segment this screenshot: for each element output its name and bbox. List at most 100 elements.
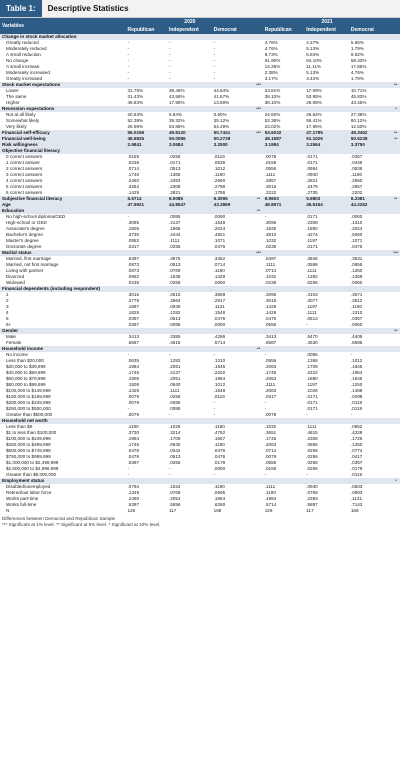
value-cell	[348, 478, 392, 484]
row-label: Household net worth	[0, 418, 126, 424]
value-cell: .1905	[127, 376, 140, 381]
value-cell: -	[350, 412, 353, 417]
table-row: Female .6587 .4615 .5714 .6587 .4530 .5595	[0, 340, 400, 346]
value-cell: .1786	[213, 190, 226, 195]
section-row: Employment status *	[0, 478, 400, 484]
value-cell: .0855	[306, 442, 318, 447]
value-cell: .5714	[264, 502, 277, 507]
section-row: Gender **	[0, 328, 400, 334]
value-cell: .0556	[264, 322, 277, 327]
footnote-differences: Differences between Democrat and Republi…	[2, 516, 116, 521]
value-cell: .0952	[127, 238, 140, 243]
value-cell	[211, 346, 255, 352]
value-cell	[348, 250, 392, 256]
value-cell: .1190	[127, 424, 139, 429]
value-cell: -	[168, 472, 171, 477]
value-cell: .0256	[306, 454, 318, 459]
table-row: $1 to less than $100,000 .3730 .3214 .4762.…	[0, 430, 400, 436]
value-cell: 38.10%	[264, 100, 281, 105]
value-cell: .0256	[168, 280, 181, 285]
value-cell: .1250	[350, 382, 363, 387]
value-cell: .1032	[264, 274, 277, 279]
value-cell: .0714	[264, 448, 277, 453]
table-row: Disabled/unemployed .0794 .1624 .1190 .1111.…	[0, 484, 400, 490]
value-cell: .1190	[213, 484, 225, 489]
value-cell: 168	[350, 508, 359, 513]
value-cell: 4.76%	[264, 46, 278, 51]
value-cell	[211, 328, 255, 334]
row-label: 5 correct answers	[6, 184, 43, 189]
significance-marker	[254, 328, 263, 334]
section-row: Recession expectations *** *	[0, 106, 400, 112]
significance-marker: **	[254, 346, 263, 352]
value-cell: .5397	[264, 256, 277, 261]
value-cell: .1746	[264, 370, 277, 375]
row-label: $40,000 to $59,999	[6, 370, 46, 375]
table-row: $200,000 to $249,999 .0079 .0085 - - .0171 .01…	[0, 400, 400, 406]
table-row: $80,000 to $99,999 .1508 .0940 .1012 .1111 .1…	[0, 382, 400, 388]
value-cell: .3869	[213, 292, 226, 297]
value-cell: 56.41%	[306, 118, 322, 123]
value-cell: -	[264, 472, 267, 477]
value-cell: -	[127, 46, 130, 51]
value-cell: 50.7441	[211, 130, 255, 136]
table-row: A small reduction - - - 8.73% 6.84% 9.52%	[0, 52, 400, 58]
value-cell: 4.27%	[306, 40, 320, 45]
value-cell: .0119	[350, 472, 363, 477]
value-cell	[125, 34, 167, 40]
value-cell: .3571	[350, 292, 363, 297]
row-label: Greater than $500,000	[6, 412, 53, 417]
value-cell: -	[350, 352, 353, 357]
value-cell: .0085	[306, 352, 318, 357]
value-cell	[166, 328, 212, 334]
row-label: Household income	[0, 346, 126, 352]
value-cell: .4405	[350, 334, 363, 339]
value-cell: .1624	[168, 484, 181, 489]
table-row: Not at all likely 20.63% 6.84% 0.60% 24.60% 2…	[0, 112, 400, 118]
value-cell: .4762	[213, 430, 226, 435]
value-cell: .3512	[350, 298, 363, 303]
value-cell: .1310	[350, 310, 363, 315]
row-label: Stock market expectations	[0, 82, 126, 88]
value-cell: 3.3750	[348, 142, 392, 148]
table-label: Table 1:	[0, 0, 42, 17]
row-label: Very likely	[6, 124, 27, 129]
value-cell: .0446	[350, 160, 363, 165]
row-label: Bachelor's degree	[6, 232, 43, 237]
value-cell: .2051	[168, 364, 181, 369]
value-cell: .0342	[168, 448, 181, 453]
value-cell: .0714	[264, 268, 277, 273]
value-cell: .0595	[213, 490, 226, 495]
value-cell	[262, 286, 305, 292]
value-cell: .1012	[213, 166, 226, 171]
value-cell: .0238	[127, 160, 140, 165]
value-cell	[348, 208, 392, 214]
value-cell: -	[168, 52, 171, 57]
value-cell: -	[168, 40, 171, 45]
row-label: Master's degree	[6, 238, 39, 243]
value-cell: .1429	[213, 274, 226, 279]
value-cell	[125, 82, 167, 88]
value-cell: .0476	[127, 454, 140, 459]
value-cell: .0940	[168, 304, 181, 309]
value-cell: 3.2564	[304, 142, 349, 148]
value-cell: .0357	[350, 460, 363, 465]
value-cell: -	[127, 472, 130, 477]
significance-marker	[391, 418, 400, 424]
significance-marker	[391, 202, 400, 208]
value-cell: .0769	[168, 490, 181, 495]
value-cell	[348, 82, 392, 88]
value-cell: .1026	[306, 388, 318, 393]
value-cell: 17.09%	[306, 88, 322, 93]
value-cell: -	[127, 70, 130, 75]
value-cell	[304, 346, 349, 352]
value-cell: .0159	[127, 154, 140, 159]
table-row: $1,000,000 to $2,499,999 .0397 .0256 .0179.…	[0, 460, 400, 466]
table-row: The same 21.43% 43.59% 41.67% 38.10% 53.85% 45…	[0, 94, 400, 100]
value-cell	[166, 82, 212, 88]
value-cell: .1349	[127, 490, 140, 495]
table-row: $100,000 to $149,999 .1429 .1111 .1548 .2063…	[0, 388, 400, 394]
value-cell	[304, 34, 349, 40]
value-cell: .2024	[213, 226, 226, 231]
value-cell: 3.42%	[306, 76, 320, 81]
